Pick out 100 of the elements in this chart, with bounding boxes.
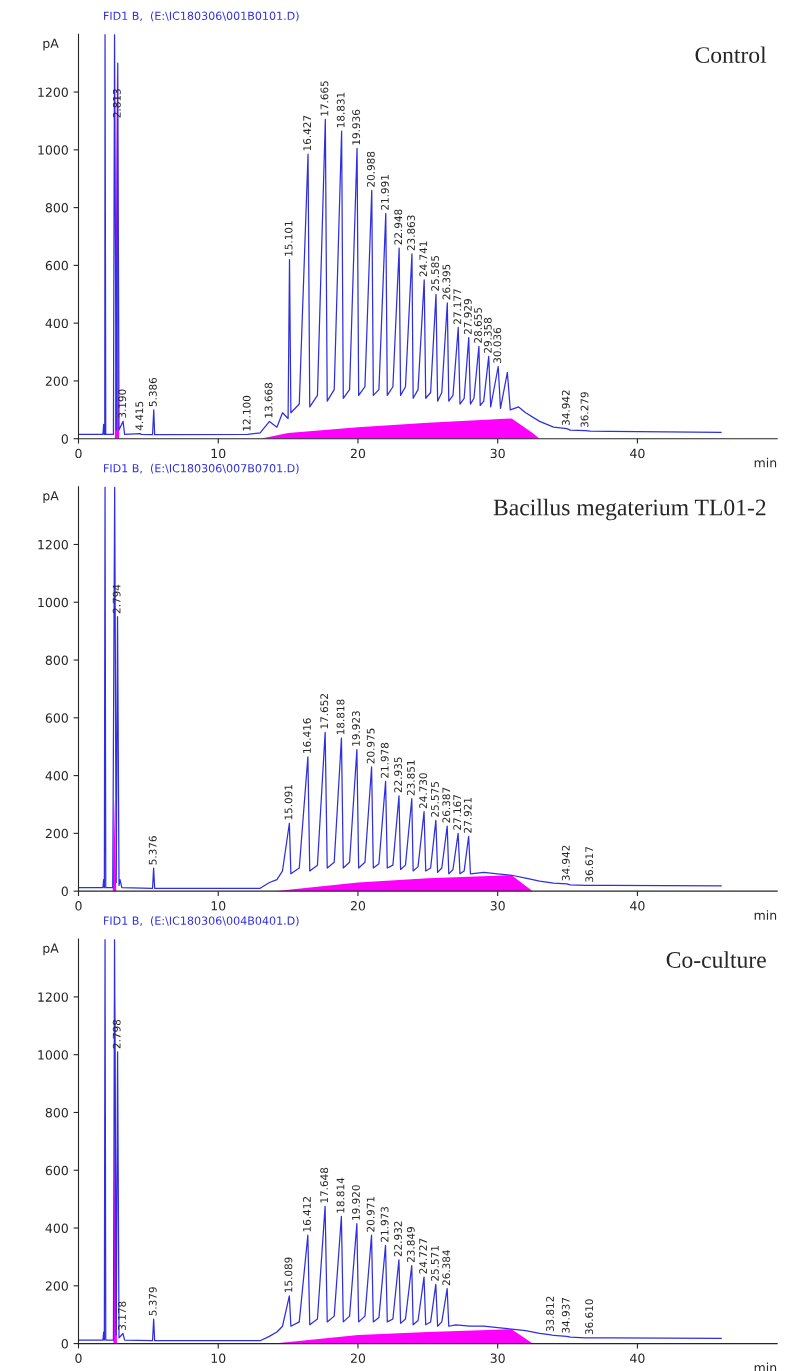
annotation: 18.814 <box>336 1177 345 1213</box>
annotation: 36.617 <box>585 847 594 882</box>
annotation: 36.279 <box>580 392 589 428</box>
annotation: 19.923 <box>352 711 360 746</box>
annotation: 23.849 <box>406 1227 415 1263</box>
annotation: 5.376 <box>148 836 157 865</box>
y-tick-label: 1200 <box>38 992 68 1002</box>
x-tick-label: 20 <box>350 448 366 459</box>
annotation: 16.427 <box>303 115 312 151</box>
x-tick-label: 10 <box>211 1353 226 1363</box>
annotation: 27.177 <box>453 289 462 324</box>
annotation: 26.395 <box>442 264 451 300</box>
annotation: 2.794 <box>112 584 121 614</box>
x-tick-label: 0 <box>75 448 82 459</box>
x-tick-label: 10 <box>211 448 226 459</box>
annotation: 24.727 <box>419 1238 427 1274</box>
annotation: 34.942 <box>561 845 570 881</box>
chart-title: Control <box>695 46 767 64</box>
y-tick-label: 1200 <box>38 87 68 97</box>
annotation: 22.935 <box>394 757 402 793</box>
annotation: 15.089 <box>284 1257 293 1292</box>
annotation: 24.730 <box>419 773 428 809</box>
annotation: 12.100 <box>242 395 251 431</box>
y-tick-label: 200 <box>45 828 68 839</box>
annotation: 28.655 <box>474 307 482 343</box>
y-tick-label: 400 <box>45 318 68 329</box>
annotation: 23.851 <box>406 760 415 796</box>
annotation: 21.973 <box>380 1206 389 1242</box>
y-tick-label: 1000 <box>38 1050 68 1060</box>
annotation: 4.415 <box>135 401 144 431</box>
annotation: 25.571 <box>430 1246 439 1281</box>
x-tick-label: 20 <box>350 1353 366 1363</box>
annotation: 19.936 <box>352 109 361 145</box>
y-tick-label: 0 <box>61 1339 68 1349</box>
annotation: 2.798 <box>112 1019 121 1049</box>
y-tick-label: 0 <box>61 434 68 444</box>
annotation: 17.652 <box>320 694 329 729</box>
x-tick-label: 40 <box>630 1353 645 1363</box>
annotation: 25.585 <box>431 255 440 291</box>
x-tick-label: 30 <box>490 901 505 911</box>
x-tick-label: 40 <box>630 901 645 911</box>
annotation: 18.818 <box>336 699 345 735</box>
x-tick-label: 40 <box>630 448 645 459</box>
y-tick-label: 800 <box>45 203 68 213</box>
annotation: 3.178 <box>118 1301 126 1330</box>
y-tick-label: 400 <box>45 1223 68 1233</box>
annotation: 17.665 <box>320 81 329 116</box>
annotation: 26.387 <box>442 787 451 823</box>
annotation: 36.610 <box>585 1299 594 1335</box>
y-axis-title: pA <box>43 38 59 51</box>
annotation: 23.863 <box>407 215 415 251</box>
x-tick-label: 20 <box>350 901 366 911</box>
annotation: 34.942 <box>561 390 570 426</box>
chart-subtitle: FID1 B, (E:\IC180306\004B0401.D) <box>104 916 299 927</box>
annotation: 22.932 <box>394 1221 402 1257</box>
annotation: 33.812 <box>546 1296 554 1332</box>
chart-title: Co-culture <box>666 951 766 968</box>
x-axis-title: min <box>754 910 777 920</box>
annotation: 19.920 <box>351 1185 360 1220</box>
annotation: 20.988 <box>366 151 375 187</box>
y-tick-label: 800 <box>45 1107 68 1118</box>
y-tick-label: 200 <box>45 376 68 386</box>
x-tick-label: 10 <box>211 901 226 911</box>
annotation: 20.971 <box>366 1196 375 1232</box>
y-axis-title: pA <box>43 943 59 956</box>
x-tick-label: 0 <box>75 901 82 911</box>
annotation: 5.386 <box>148 377 157 407</box>
y-tick-label: 800 <box>45 655 68 665</box>
annotation: 27.167 <box>453 795 462 830</box>
annotation: 5.379 <box>148 1287 157 1316</box>
annotation: 3.190 <box>118 389 127 418</box>
annotation: 30.036 <box>493 327 502 363</box>
y-tick-label: 600 <box>45 260 68 271</box>
annotation: 21.978 <box>380 742 389 778</box>
x-tick-label: 30 <box>490 448 505 459</box>
annotation: 26.384 <box>442 1250 451 1286</box>
y-tick-label: 600 <box>45 1165 68 1176</box>
y-tick-label: 200 <box>45 1281 68 1291</box>
y-tick-label: 400 <box>45 771 68 781</box>
annotation: 15.101 <box>284 221 293 256</box>
y-tick-label: 1200 <box>38 539 68 550</box>
annotation: 22.948 <box>394 209 403 245</box>
annotation: 34.937 <box>561 1298 570 1333</box>
annotation: 25.575 <box>431 782 439 817</box>
y-tick-label: 1000 <box>38 597 68 608</box>
annotation: 17.648 <box>320 1167 329 1203</box>
y-tick-label: 1000 <box>38 145 68 155</box>
x-axis-title: min <box>754 457 777 468</box>
annotation: 13.668 <box>264 382 273 418</box>
chart-subtitle: FID1 B, (E:\IC180306\007B0701.D) <box>104 463 299 474</box>
annotation: 16.416 <box>303 718 311 753</box>
annotation: 27.921 <box>463 798 472 833</box>
annotation: 21.991 <box>380 175 389 210</box>
annotation: 27.929 <box>463 299 472 335</box>
chart-subtitle: FID1 B, (E:\IC180306\001B0101.D) <box>104 11 299 22</box>
annotation: 20.975 <box>366 728 375 764</box>
annotation: 24.741 <box>419 241 428 277</box>
x-tick-label: 30 <box>490 1353 505 1363</box>
y-tick-label: 600 <box>45 713 68 723</box>
annotation: 18.831 <box>336 92 345 128</box>
